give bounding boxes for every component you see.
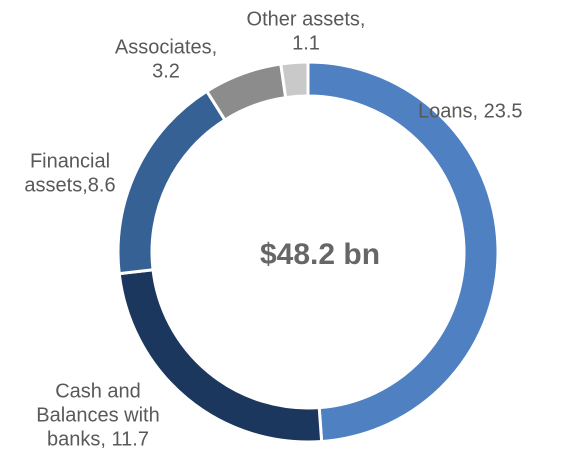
- segment-label: assets,8.6: [24, 174, 115, 196]
- segment-label: Loans, 23.5: [418, 100, 523, 122]
- segment-label: Balances with: [36, 404, 159, 426]
- segment-label: Other assets,: [247, 8, 366, 30]
- segment-label: Financial: [30, 150, 110, 172]
- segment-label: Cash and: [55, 380, 141, 402]
- center-label: $48.2 bn: [260, 238, 380, 271]
- segment-label: 1.1: [292, 32, 320, 54]
- segment-label: 3.2: [152, 60, 180, 82]
- donut-segment: [279, 60, 310, 100]
- donut-segment: [116, 89, 227, 276]
- segment-label: banks, 11.7: [47, 428, 149, 450]
- donut-segment: [204, 62, 288, 123]
- segment-label: Associates,: [115, 36, 217, 58]
